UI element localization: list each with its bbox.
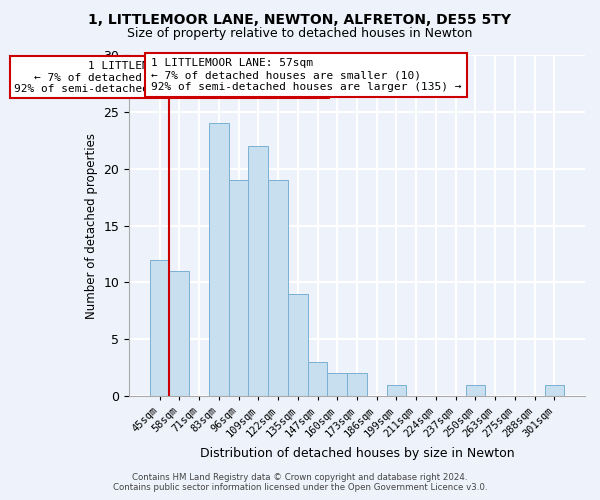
Y-axis label: Number of detached properties: Number of detached properties (85, 132, 98, 318)
Bar (466, 384, 485, 396)
Bar (248, 146, 268, 396)
Bar (545, 384, 564, 396)
Bar (229, 180, 248, 396)
Bar (328, 374, 347, 396)
Text: 1 LITTLEMOOR LANE: 57sqm
← 7% of detached houses are smaller (10)
92% of semi-de: 1 LITTLEMOOR LANE: 57sqm ← 7% of detache… (151, 58, 461, 92)
Bar (150, 260, 169, 396)
Text: 1 LITTLEMOOR LANE: 57sqm
← 7% of detached houses are smaller (10)
92% of semi-de: 1 LITTLEMOOR LANE: 57sqm ← 7% of detache… (14, 60, 325, 94)
Bar (288, 294, 308, 396)
Text: Contains HM Land Registry data © Crown copyright and database right 2024.
Contai: Contains HM Land Registry data © Crown c… (113, 473, 487, 492)
Bar (347, 374, 367, 396)
Bar (386, 384, 406, 396)
Text: 1, LITTLEMOOR LANE, NEWTON, ALFRETON, DE55 5TY: 1, LITTLEMOOR LANE, NEWTON, ALFRETON, DE… (89, 12, 511, 26)
Bar (268, 180, 288, 396)
Text: Size of property relative to detached houses in Newton: Size of property relative to detached ho… (127, 28, 473, 40)
Bar (169, 271, 189, 396)
X-axis label: Distribution of detached houses by size in Newton: Distribution of detached houses by size … (200, 447, 514, 460)
Bar (209, 123, 229, 396)
Bar (308, 362, 328, 396)
